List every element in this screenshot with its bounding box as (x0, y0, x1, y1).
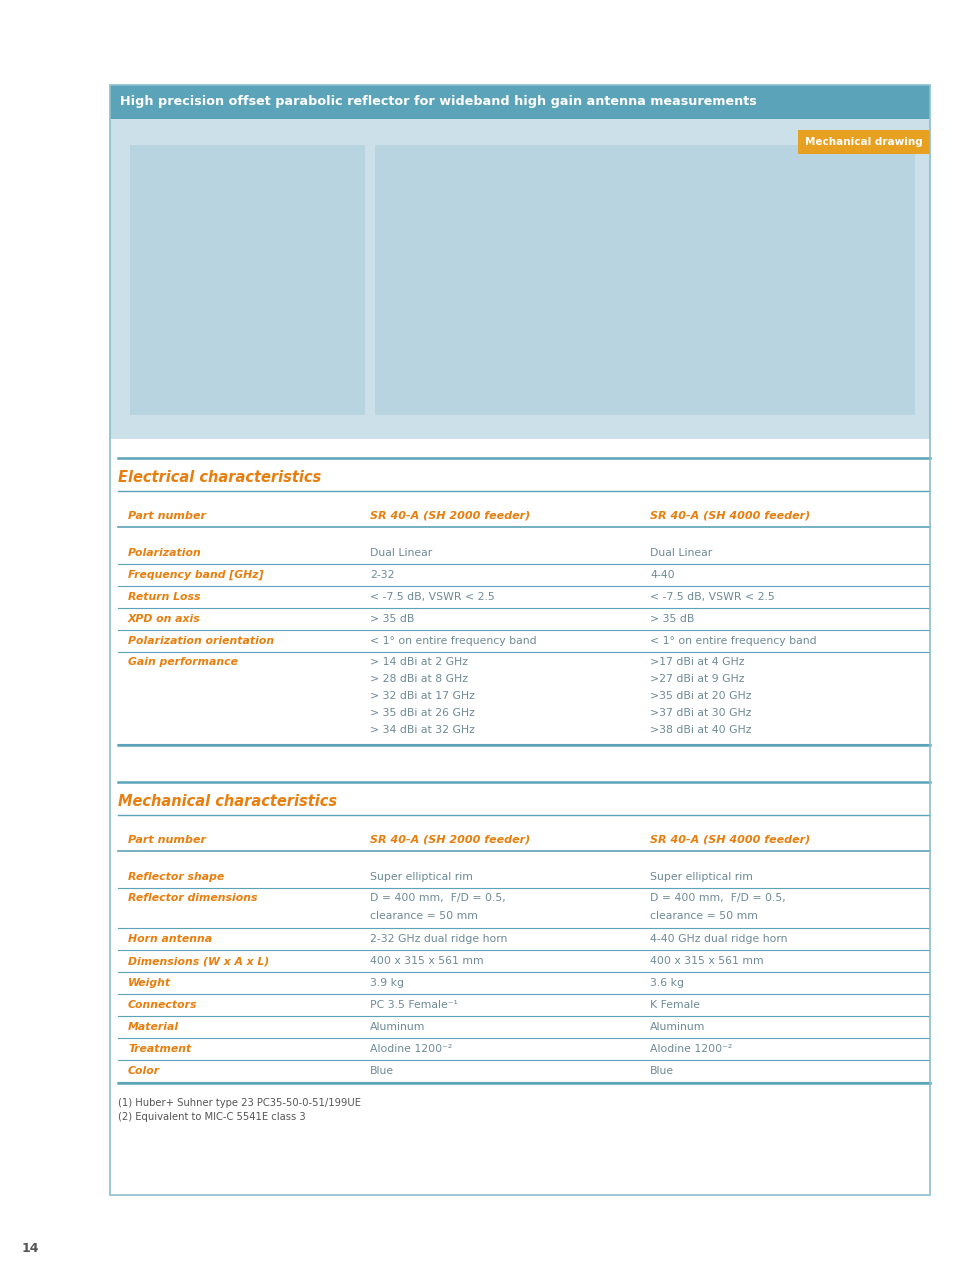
Text: Alodine 1200⁻²: Alodine 1200⁻² (370, 1044, 452, 1054)
Bar (375, 145, 914, 415)
Text: Weight: Weight (128, 978, 171, 988)
Text: Dual Linear: Dual Linear (649, 548, 712, 558)
Text: Return Loss: Return Loss (128, 592, 200, 602)
Text: clearance = 50 mm: clearance = 50 mm (649, 910, 757, 921)
Text: >27 dBi at 9 GHz: >27 dBi at 9 GHz (649, 675, 743, 683)
Bar (110, 119, 929, 439)
Text: Frequency band [GHz]: Frequency band [GHz] (128, 569, 263, 581)
Text: >37 dBi at 30 GHz: >37 dBi at 30 GHz (649, 708, 751, 718)
Text: >17 dBi at 4 GHz: >17 dBi at 4 GHz (649, 657, 743, 667)
Text: 2-32 GHz dual ridge horn: 2-32 GHz dual ridge horn (370, 935, 507, 943)
Text: Treatment: Treatment (128, 1044, 191, 1054)
Text: K Female: K Female (649, 1000, 700, 1011)
Text: < 1° on entire frequency band: < 1° on entire frequency band (370, 637, 536, 645)
Text: Polarization: Polarization (128, 548, 201, 558)
Text: < 1° on entire frequency band: < 1° on entire frequency band (649, 637, 816, 645)
Text: High precision offset parabolic reflector for wideband high gain antenna measure: High precision offset parabolic reflecto… (120, 95, 756, 109)
Text: (2) Equivalent to MIC-C 5541E class 3: (2) Equivalent to MIC-C 5541E class 3 (118, 1112, 305, 1122)
Text: > 28 dBi at 8 GHz: > 28 dBi at 8 GHz (370, 675, 468, 683)
Text: 3.9 kg: 3.9 kg (370, 978, 403, 988)
Text: Aluminum: Aluminum (649, 1022, 704, 1032)
Text: PC 3.5 Female⁻¹: PC 3.5 Female⁻¹ (370, 1000, 457, 1011)
Text: Gain performance: Gain performance (128, 657, 237, 667)
Text: Blue: Blue (649, 1066, 674, 1077)
Text: 4-40 GHz dual ridge horn: 4-40 GHz dual ridge horn (649, 935, 786, 943)
Text: Color: Color (128, 1066, 160, 1077)
Text: Alodine 1200⁻²: Alodine 1200⁻² (649, 1044, 732, 1054)
Text: Super elliptical rim: Super elliptical rim (370, 872, 473, 883)
Text: Horn antenna: Horn antenna (128, 935, 212, 943)
Text: < -7.5 dB, VSWR < 2.5: < -7.5 dB, VSWR < 2.5 (649, 592, 774, 602)
Text: 2-32: 2-32 (370, 571, 395, 579)
Text: 4-40: 4-40 (649, 571, 674, 579)
Text: > 35 dB: > 35 dB (370, 614, 414, 624)
Text: Mechanical characteristics: Mechanical characteristics (118, 795, 336, 809)
Bar (797, 131, 929, 153)
Bar (110, 85, 929, 119)
Text: Reflector shape: Reflector shape (128, 872, 224, 883)
Text: Part number: Part number (128, 511, 206, 521)
Text: > 35 dB: > 35 dB (649, 614, 694, 624)
Text: 400 x 315 x 561 mm: 400 x 315 x 561 mm (649, 956, 762, 966)
Text: > 14 dBi at 2 GHz: > 14 dBi at 2 GHz (370, 657, 468, 667)
Text: 400 x 315 x 561 mm: 400 x 315 x 561 mm (370, 956, 483, 966)
Text: >38 dBi at 40 GHz: >38 dBi at 40 GHz (649, 725, 751, 735)
Text: SR 40-A (SH 4000 feeder): SR 40-A (SH 4000 feeder) (649, 511, 809, 521)
Text: D = 400 mm,  F/D = 0.5,: D = 400 mm, F/D = 0.5, (649, 893, 785, 903)
Text: >35 dBi at 20 GHz: >35 dBi at 20 GHz (649, 691, 751, 701)
Text: (1) Huber+ Suhner type 23 PC35-50-0-51/199UE: (1) Huber+ Suhner type 23 PC35-50-0-51/1… (118, 1098, 360, 1108)
Text: Polarization orientation: Polarization orientation (128, 637, 274, 645)
Text: Reflector dimensions: Reflector dimensions (128, 893, 257, 903)
Text: 14: 14 (21, 1241, 39, 1254)
Text: > 35 dBi at 26 GHz: > 35 dBi at 26 GHz (370, 708, 475, 718)
Text: Mechanical drawing: Mechanical drawing (804, 137, 922, 147)
Text: 3.6 kg: 3.6 kg (649, 978, 683, 988)
Text: Part number: Part number (128, 836, 206, 844)
Text: Super elliptical rim: Super elliptical rim (649, 872, 752, 883)
Bar (130, 145, 365, 415)
Text: SR 40-A (SH 4000 feeder): SR 40-A (SH 4000 feeder) (649, 836, 809, 844)
Text: Electrical characteristics: Electrical characteristics (118, 470, 321, 486)
Text: > 34 dBi at 32 GHz: > 34 dBi at 32 GHz (370, 725, 475, 735)
Text: Dimensions (W x A x L): Dimensions (W x A x L) (128, 956, 269, 966)
Bar (110, 85, 929, 1194)
Text: Material: Material (128, 1022, 179, 1032)
Text: SR 40-A (SH 2000 feeder): SR 40-A (SH 2000 feeder) (370, 836, 530, 844)
Text: Dual Linear: Dual Linear (370, 548, 432, 558)
Text: clearance = 50 mm: clearance = 50 mm (370, 910, 477, 921)
Text: Aluminum: Aluminum (370, 1022, 425, 1032)
Text: D = 400 mm,  F/D = 0.5,: D = 400 mm, F/D = 0.5, (370, 893, 505, 903)
Text: XPD on axis: XPD on axis (128, 614, 200, 624)
Text: Connectors: Connectors (128, 1000, 197, 1011)
Text: < -7.5 dB, VSWR < 2.5: < -7.5 dB, VSWR < 2.5 (370, 592, 495, 602)
Text: > 32 dBi at 17 GHz: > 32 dBi at 17 GHz (370, 691, 475, 701)
Text: Blue: Blue (370, 1066, 394, 1077)
Text: SR 40-A (SH 2000 feeder): SR 40-A (SH 2000 feeder) (370, 511, 530, 521)
